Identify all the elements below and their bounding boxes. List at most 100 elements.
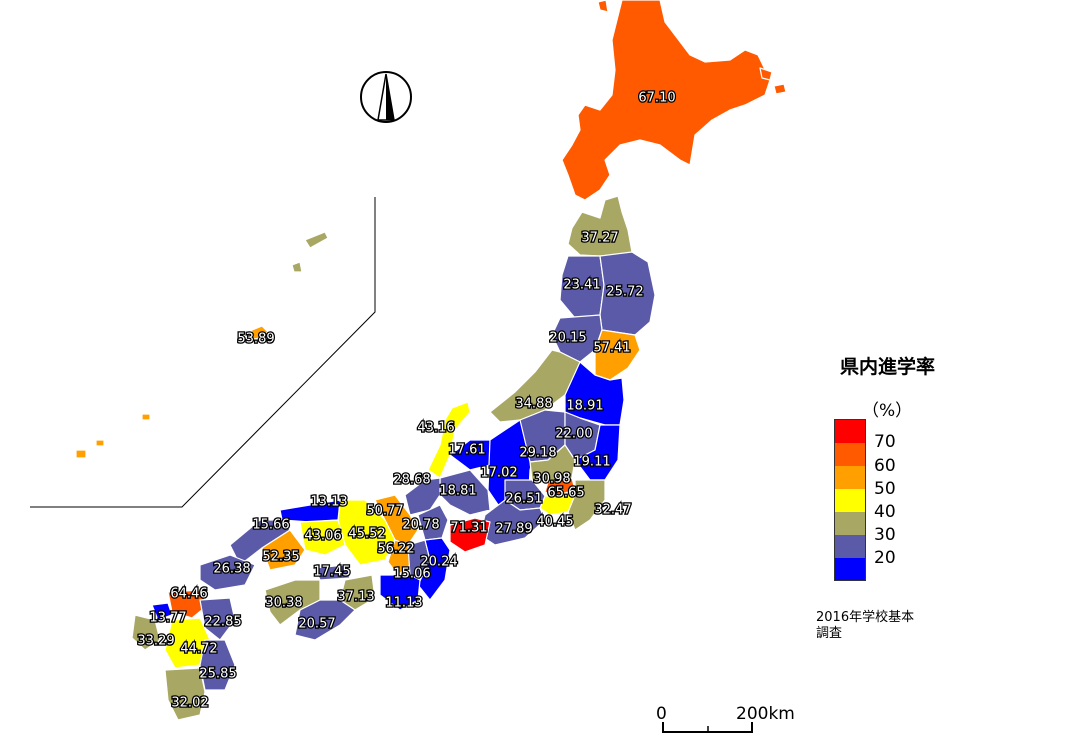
value-label: 30.98 <box>533 472 570 487</box>
region-shiga <box>417 504 449 541</box>
value-label: 25.85 <box>199 667 236 682</box>
hokkaido-island <box>773 83 787 95</box>
value-label: 17.02 <box>480 466 517 481</box>
value-label: 28.68 <box>393 473 430 488</box>
value-label: 33.29 <box>137 634 174 649</box>
okinawa-inset-frame <box>30 197 376 508</box>
hokkaido-island <box>597 0 609 13</box>
legend-color-scale <box>834 419 866 581</box>
value-label: 65.65 <box>547 486 584 501</box>
value-label: 20.78 <box>402 518 439 533</box>
legend-label-40: 40 <box>874 502 896 522</box>
legend-label-30: 30 <box>874 525 896 545</box>
value-label: 20.57 <box>298 617 335 632</box>
legend-swatch-70 <box>835 420 865 443</box>
scale-label-end: 200km <box>736 704 795 724</box>
region-okinawa <box>247 325 269 341</box>
source-line-1: 2016年学校基本 <box>816 610 915 625</box>
value-label: 64.46 <box>170 587 207 602</box>
value-label: 22.85 <box>204 615 241 630</box>
value-label: 43.06 <box>304 529 341 544</box>
value-label: 13.77 <box>149 611 186 626</box>
value-label: 22.00 <box>555 427 592 442</box>
okinawa-island <box>141 413 151 421</box>
region-yamagata <box>551 314 603 363</box>
region-aomori <box>567 195 633 257</box>
okinawa-island <box>291 261 303 273</box>
source-note: 2016年学校基本 調査 <box>816 610 914 642</box>
region-mie <box>417 537 451 601</box>
value-label: 37.27 <box>581 231 618 246</box>
value-label: 44.72 <box>180 642 217 657</box>
region-saga <box>151 602 173 621</box>
legend-swatch-below-20 <box>835 558 865 580</box>
value-label: 18.91 <box>566 399 603 414</box>
okinawa-island <box>95 439 105 447</box>
value-labels: 67.10 37.27 23.41 25.72 20.15 57.41 34.8… <box>136 89 677 712</box>
value-label: 26.51 <box>505 492 542 507</box>
value-label: 40.45 <box>536 515 573 530</box>
value-label: 45.52 <box>348 527 385 542</box>
legend-label-50: 50 <box>874 479 896 499</box>
legend-title: 県内進学率 <box>840 356 936 378</box>
region-miyagi <box>594 329 641 381</box>
value-label: 67.10 <box>638 91 675 106</box>
value-label: 15.66 <box>252 518 289 533</box>
region-gifu <box>439 469 491 516</box>
region-tokyo <box>544 477 576 497</box>
value-label: 20.24 <box>420 555 457 570</box>
region-wakayama <box>379 574 421 611</box>
value-label: 18.81 <box>439 484 476 499</box>
legend-swatch-20 <box>835 535 865 558</box>
value-label: 32.47 <box>594 503 631 518</box>
legend-swatch-60 <box>835 443 865 466</box>
okinawa-island <box>75 449 87 459</box>
source-line-2: 調査 <box>816 626 843 641</box>
hokkaido-island <box>759 67 773 81</box>
region-saitama <box>529 444 576 483</box>
region-nagasaki <box>131 614 161 651</box>
value-label: 57.41 <box>593 341 630 356</box>
legend-unit: （%） <box>862 401 913 421</box>
value-label: 37.13 <box>337 590 374 605</box>
value-label: 50.77 <box>366 504 403 519</box>
value-label: 13.13 <box>310 495 347 510</box>
value-label: 23.41 <box>563 278 600 293</box>
scale-label-start: 0 <box>656 704 667 724</box>
legend-label-20: 20 <box>874 548 896 568</box>
value-label: 15.06 <box>393 567 430 582</box>
legend-swatch-40 <box>835 489 865 512</box>
value-label: 17.45 <box>313 565 350 580</box>
region-iwate <box>599 251 656 336</box>
value-label: 20.15 <box>549 331 586 346</box>
region-yamaguchi <box>199 554 256 591</box>
value-label: 30.38 <box>265 596 302 611</box>
scale-bar <box>662 722 753 733</box>
value-label: 52.35 <box>262 550 299 565</box>
value-label: 26.38 <box>213 562 250 577</box>
region-hiroshima <box>261 529 306 571</box>
value-label: 53.89 <box>237 332 274 347</box>
value-label: 11.13 <box>385 596 422 611</box>
legend-label-60: 60 <box>874 456 896 476</box>
region-ishikawa <box>427 401 471 479</box>
region-kagoshima <box>164 667 206 721</box>
region-hokkaido <box>561 0 771 201</box>
region-okayama <box>299 519 346 556</box>
value-label: 17.61 <box>448 443 485 458</box>
value-label: 19.11 <box>573 455 610 470</box>
region-kochi <box>294 599 356 641</box>
value-label: 71.31 <box>450 521 487 536</box>
value-label: 32.02 <box>171 696 208 711</box>
region-osaka <box>387 539 411 576</box>
value-label: 29.18 <box>519 446 556 461</box>
legend-swatch-30 <box>835 512 865 535</box>
value-label: 25.72 <box>606 285 643 300</box>
value-label: 56.22 <box>377 542 414 557</box>
value-label: 34.88 <box>515 397 552 412</box>
value-label: 27.89 <box>495 522 532 537</box>
north-arrow-icon <box>360 71 412 123</box>
okinawa-island <box>304 231 329 249</box>
region-fukuoka <box>167 589 209 619</box>
